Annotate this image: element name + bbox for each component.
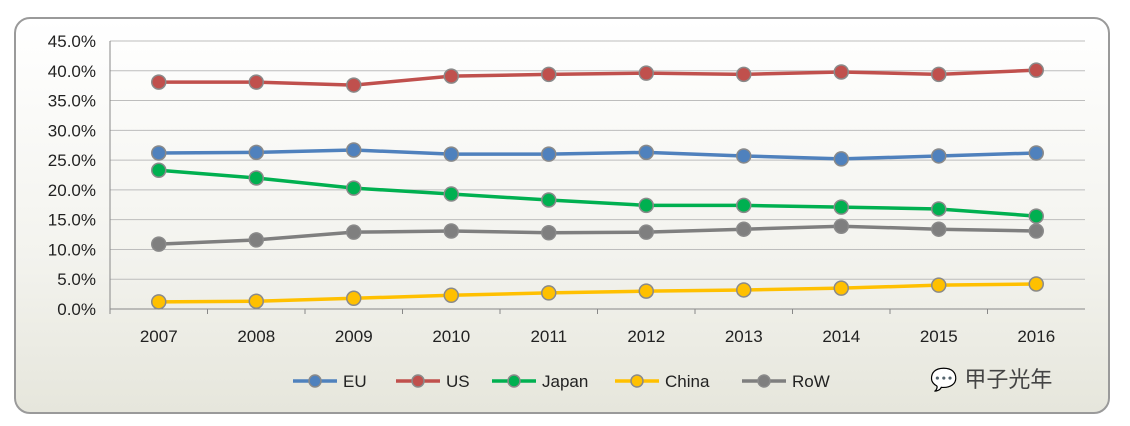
series-row xyxy=(151,218,1044,252)
data-point xyxy=(638,144,654,161)
data-point xyxy=(931,148,947,164)
data-point xyxy=(443,223,459,239)
legend-item: Japan xyxy=(492,372,588,391)
data-point xyxy=(346,77,362,93)
series-china xyxy=(151,276,1044,310)
series-us xyxy=(151,62,1044,93)
data-point xyxy=(151,162,167,178)
watermark-text: 甲子光年 xyxy=(964,368,1053,393)
series-line xyxy=(158,148,1037,161)
legend-marker xyxy=(411,374,425,388)
data-point xyxy=(833,199,849,215)
y-tick-label: 40.0% xyxy=(48,62,96,81)
legend-item: China xyxy=(615,372,710,391)
legend-label: US xyxy=(446,372,470,391)
y-tick-label: 20.0% xyxy=(48,181,96,200)
x-tick-label: 2014 xyxy=(822,327,860,346)
data-point xyxy=(151,74,167,90)
data-point xyxy=(833,151,849,167)
data-point xyxy=(638,224,654,240)
x-tick-label: 2013 xyxy=(725,327,763,346)
legend-label: Japan xyxy=(542,372,588,391)
series-eu xyxy=(151,142,1044,167)
x-tick-label: 2016 xyxy=(1017,327,1055,346)
data-point xyxy=(443,68,459,84)
legend-marker xyxy=(308,374,322,388)
x-tick-label: 2008 xyxy=(237,327,275,346)
data-point xyxy=(443,146,459,162)
data-point xyxy=(541,225,557,241)
data-point xyxy=(346,180,362,196)
series-japan xyxy=(151,162,1044,224)
data-point xyxy=(833,280,849,296)
y-tick-label: 35.0% xyxy=(48,92,96,111)
data-point xyxy=(931,221,947,237)
y-tick-label: 10.0% xyxy=(48,240,96,259)
data-point xyxy=(638,283,654,299)
x-tick-label: 2011 xyxy=(530,327,567,346)
data-point xyxy=(736,148,752,164)
data-point xyxy=(1028,276,1044,292)
series-line xyxy=(158,282,1037,304)
x-tick-label: 2010 xyxy=(432,327,470,346)
data-point xyxy=(443,287,459,304)
data-point xyxy=(443,186,459,202)
legend-marker xyxy=(630,374,644,388)
legend-item: RoW xyxy=(742,372,830,391)
legend-label: RoW xyxy=(792,372,830,391)
y-tick-label: 5.0% xyxy=(57,270,96,289)
data-point xyxy=(736,66,752,83)
wechat-icon: 💬 xyxy=(930,368,958,393)
y-tick-label: 0.0% xyxy=(57,300,96,319)
y-tick-label: 30.0% xyxy=(48,121,96,140)
data-point xyxy=(1028,223,1044,239)
data-point xyxy=(248,74,264,90)
legend-marker xyxy=(757,374,771,388)
data-point xyxy=(248,232,264,248)
x-tick-label: 2007 xyxy=(140,327,178,346)
data-point xyxy=(151,236,167,252)
data-point xyxy=(1028,62,1044,78)
legend-item: EU xyxy=(293,372,367,391)
data-point xyxy=(151,145,167,161)
data-point xyxy=(833,64,849,80)
data-point xyxy=(541,146,557,162)
data-point xyxy=(833,218,849,234)
data-point xyxy=(736,282,752,298)
series-line xyxy=(158,68,1037,87)
data-point xyxy=(736,197,752,214)
data-point xyxy=(638,197,654,214)
data-point xyxy=(346,142,362,158)
data-point xyxy=(931,201,947,217)
y-tick-label: 15.0% xyxy=(48,211,96,230)
x-tick-label: 2009 xyxy=(335,327,373,346)
data-point xyxy=(248,170,264,186)
y-tick-label: 45.0% xyxy=(48,32,96,51)
data-point xyxy=(248,293,264,310)
data-point xyxy=(1028,208,1044,224)
data-point xyxy=(931,66,947,83)
legend-label: China xyxy=(665,372,710,391)
data-point xyxy=(931,277,947,293)
x-tick-label: 2015 xyxy=(920,327,958,346)
data-point xyxy=(541,192,557,208)
data-point xyxy=(151,294,167,310)
data-point xyxy=(541,66,557,83)
legend-label: EU xyxy=(343,372,367,391)
legend-item: US xyxy=(396,372,470,391)
data-point xyxy=(1028,145,1044,161)
series-line xyxy=(158,168,1037,218)
data-point xyxy=(346,290,362,307)
series-line xyxy=(158,224,1037,246)
legend-marker xyxy=(507,374,521,388)
data-point xyxy=(346,224,362,240)
data-point xyxy=(736,221,752,237)
watermark: 💬 甲子光年 xyxy=(930,362,1052,394)
y-tick-label: 25.0% xyxy=(48,151,96,170)
data-point xyxy=(638,65,654,81)
data-point xyxy=(248,144,264,161)
x-tick-label: 2012 xyxy=(627,327,665,346)
data-point xyxy=(541,285,557,301)
